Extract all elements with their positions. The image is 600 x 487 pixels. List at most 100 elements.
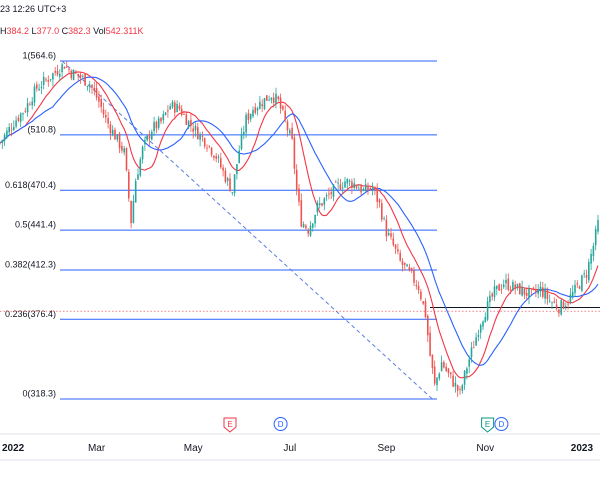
candle[interactable] xyxy=(429,326,431,357)
candle[interactable] xyxy=(364,178,367,192)
candle[interactable] xyxy=(337,178,339,190)
candle[interactable] xyxy=(231,192,234,196)
candle[interactable] xyxy=(190,113,192,132)
candle[interactable] xyxy=(194,122,197,137)
candle[interactable] xyxy=(272,92,275,108)
candle[interactable] xyxy=(86,85,89,91)
trend-lines[interactable] xyxy=(0,60,600,400)
candle[interactable] xyxy=(88,80,91,93)
candle[interactable] xyxy=(121,141,123,154)
candle[interactable] xyxy=(463,369,466,390)
candle[interactable] xyxy=(277,95,280,102)
candle[interactable] xyxy=(10,122,13,137)
time-axis-label[interactable]: Nov xyxy=(476,443,494,454)
candle[interactable] xyxy=(413,266,415,286)
candle[interactable] xyxy=(247,109,250,124)
candle[interactable] xyxy=(162,110,165,124)
candle[interactable] xyxy=(254,103,257,115)
candle[interactable] xyxy=(528,285,530,305)
candle[interactable] xyxy=(318,197,321,209)
candle[interactable] xyxy=(84,73,86,87)
candle[interactable] xyxy=(93,81,96,96)
dividend-event-marker[interactable]: D xyxy=(273,417,288,431)
candle[interactable] xyxy=(164,112,167,116)
candle[interactable] xyxy=(263,97,266,111)
candle[interactable] xyxy=(222,164,224,177)
candle[interactable] xyxy=(447,367,450,378)
candle[interactable] xyxy=(346,178,349,190)
candle[interactable] xyxy=(332,183,335,202)
candle[interactable] xyxy=(339,178,342,191)
candle[interactable] xyxy=(479,323,482,339)
candle[interactable] xyxy=(456,384,459,397)
candle[interactable] xyxy=(206,144,208,152)
candle[interactable] xyxy=(477,329,480,342)
candle[interactable] xyxy=(433,360,436,386)
candle[interactable] xyxy=(397,243,399,255)
candle[interactable] xyxy=(537,284,539,299)
candle[interactable] xyxy=(26,97,29,117)
candle[interactable] xyxy=(302,221,305,228)
candle[interactable] xyxy=(256,106,259,116)
candle[interactable] xyxy=(19,112,22,128)
time-axis-label[interactable]: May xyxy=(184,443,203,454)
candle[interactable] xyxy=(134,178,137,203)
candle[interactable] xyxy=(408,263,411,272)
candle[interactable] xyxy=(279,93,282,114)
candle[interactable] xyxy=(486,296,489,322)
candle[interactable] xyxy=(75,69,77,75)
candle[interactable] xyxy=(516,283,519,291)
candle[interactable] xyxy=(295,164,298,196)
candle[interactable] xyxy=(390,227,392,240)
candle[interactable] xyxy=(305,223,307,230)
candle[interactable] xyxy=(111,125,114,137)
candle[interactable] xyxy=(114,127,116,140)
candle[interactable] xyxy=(15,115,17,129)
candle[interactable] xyxy=(22,112,24,121)
candle[interactable] xyxy=(505,273,507,290)
candle[interactable] xyxy=(583,269,585,278)
candle[interactable] xyxy=(410,267,413,274)
candle[interactable] xyxy=(284,105,286,123)
candle[interactable] xyxy=(544,283,546,304)
candle[interactable] xyxy=(176,100,178,113)
candle[interactable] xyxy=(128,169,130,202)
candle[interactable] xyxy=(415,279,418,290)
candle[interactable] xyxy=(261,99,263,113)
candle[interactable] xyxy=(38,83,40,92)
candle[interactable] xyxy=(47,75,50,87)
candle[interactable] xyxy=(351,178,353,195)
candle[interactable] xyxy=(381,199,383,222)
candle[interactable] xyxy=(123,145,125,156)
candle[interactable] xyxy=(187,120,190,130)
candle[interactable] xyxy=(298,183,300,206)
candle[interactable] xyxy=(109,121,112,141)
candle[interactable] xyxy=(224,167,227,184)
candle[interactable] xyxy=(569,287,572,305)
candle[interactable] xyxy=(571,285,574,300)
candle[interactable] xyxy=(72,69,75,81)
candle[interactable] xyxy=(438,372,441,381)
candle[interactable] xyxy=(376,183,378,209)
candle[interactable] xyxy=(535,283,537,298)
candle[interactable] xyxy=(454,376,457,393)
candle[interactable] xyxy=(33,83,36,107)
candle[interactable] xyxy=(98,91,100,108)
candle[interactable] xyxy=(199,131,201,147)
candle[interactable] xyxy=(266,95,268,101)
candle[interactable] xyxy=(555,298,558,311)
candle[interactable] xyxy=(208,145,211,149)
candle[interactable] xyxy=(141,145,144,164)
candle[interactable] xyxy=(548,294,551,303)
candle[interactable] xyxy=(13,120,15,132)
candle[interactable] xyxy=(521,280,523,297)
candle[interactable] xyxy=(118,131,121,154)
candle[interactable] xyxy=(293,133,296,175)
candle[interactable] xyxy=(169,103,171,110)
candle[interactable] xyxy=(371,182,374,196)
candle[interactable] xyxy=(392,232,395,247)
candle[interactable] xyxy=(551,301,553,309)
candle[interactable] xyxy=(581,274,583,293)
candle[interactable] xyxy=(40,81,43,95)
